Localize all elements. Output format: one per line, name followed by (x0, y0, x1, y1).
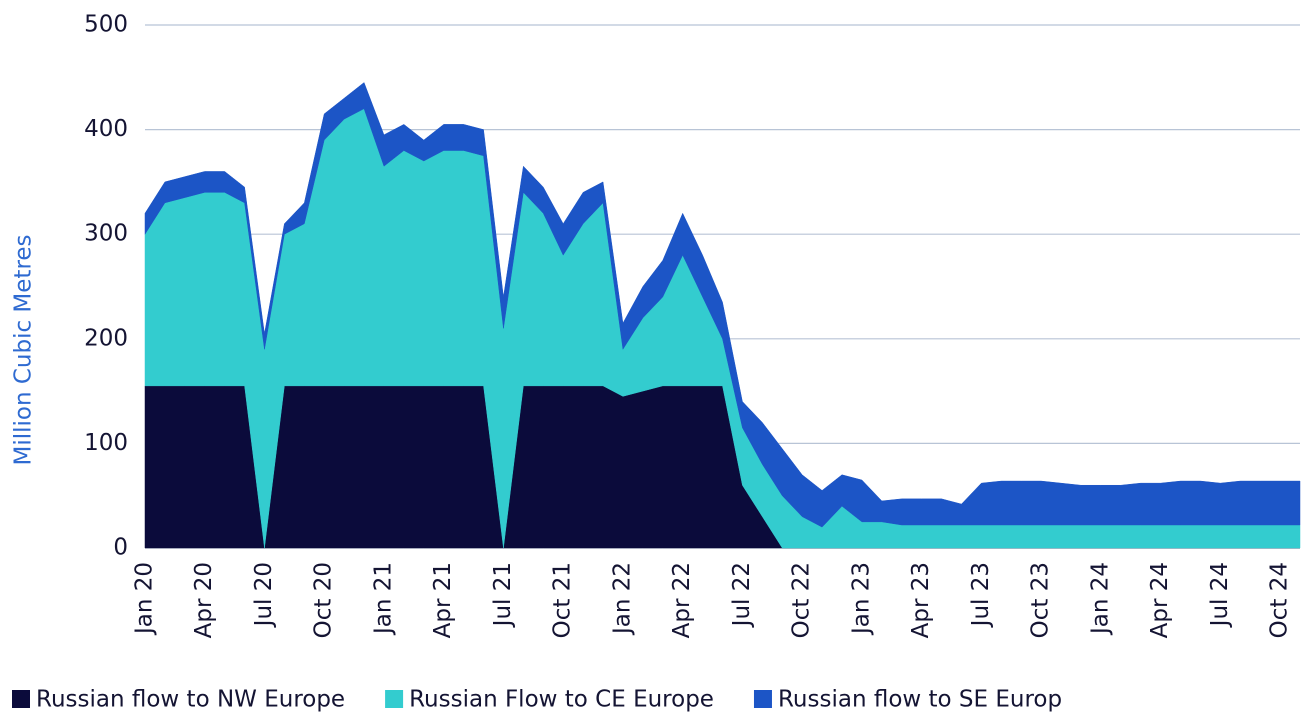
x-tick-label: Oct 21 (550, 562, 576, 638)
x-tick-label: Jan 24 (1087, 562, 1113, 636)
area (144, 82, 1301, 528)
legend-label: Russian Flow to CE Europe (409, 687, 714, 713)
x-tick-label: Apr 24 (1147, 562, 1173, 638)
x-tick-label: Oct 22 (789, 562, 815, 638)
x-tick-label: Jan 21 (370, 562, 396, 636)
y-tick-label: 500 (84, 12, 128, 38)
x-tick-label: Jul 21 (490, 562, 516, 628)
legend-label: Russian flow to NW Europe (36, 687, 345, 713)
x-tick-label: Oct 24 (1267, 562, 1293, 638)
x-tick-label: Jan 22 (609, 562, 635, 636)
y-tick-label: 100 (84, 430, 128, 456)
y-tick-label: 300 (84, 221, 128, 247)
y-tick-label: 200 (84, 325, 128, 351)
x-tick-label: Oct 23 (1028, 562, 1054, 638)
x-tick-label: Apr 22 (669, 562, 695, 638)
x-tick-label: Apr 23 (908, 562, 934, 638)
y-tick-label: 400 (84, 116, 128, 142)
legend-swatch (12, 690, 30, 708)
x-tick-label: Apr 20 (191, 562, 217, 638)
x-tick-label: Oct 20 (311, 562, 337, 638)
x-tick-label: Jul 20 (251, 562, 277, 628)
x-tick-label: Jul 24 (1207, 562, 1233, 628)
x-tick-label: Jul 23 (968, 562, 994, 628)
x-tick-label: Jul 22 (729, 562, 755, 628)
legend-swatch (753, 690, 772, 708)
x-tick-label: Apr 21 (430, 562, 456, 638)
y-axis-label: Million Cubic Metres (11, 234, 37, 465)
legend-swatch (385, 690, 404, 708)
x-tick-label: Jan 23 (848, 562, 874, 636)
y-tick-label: 0 (113, 535, 128, 561)
x-tick-label: Jan 20 (132, 562, 158, 636)
legend-label: Russian flow to SE Europ (778, 687, 1062, 713)
